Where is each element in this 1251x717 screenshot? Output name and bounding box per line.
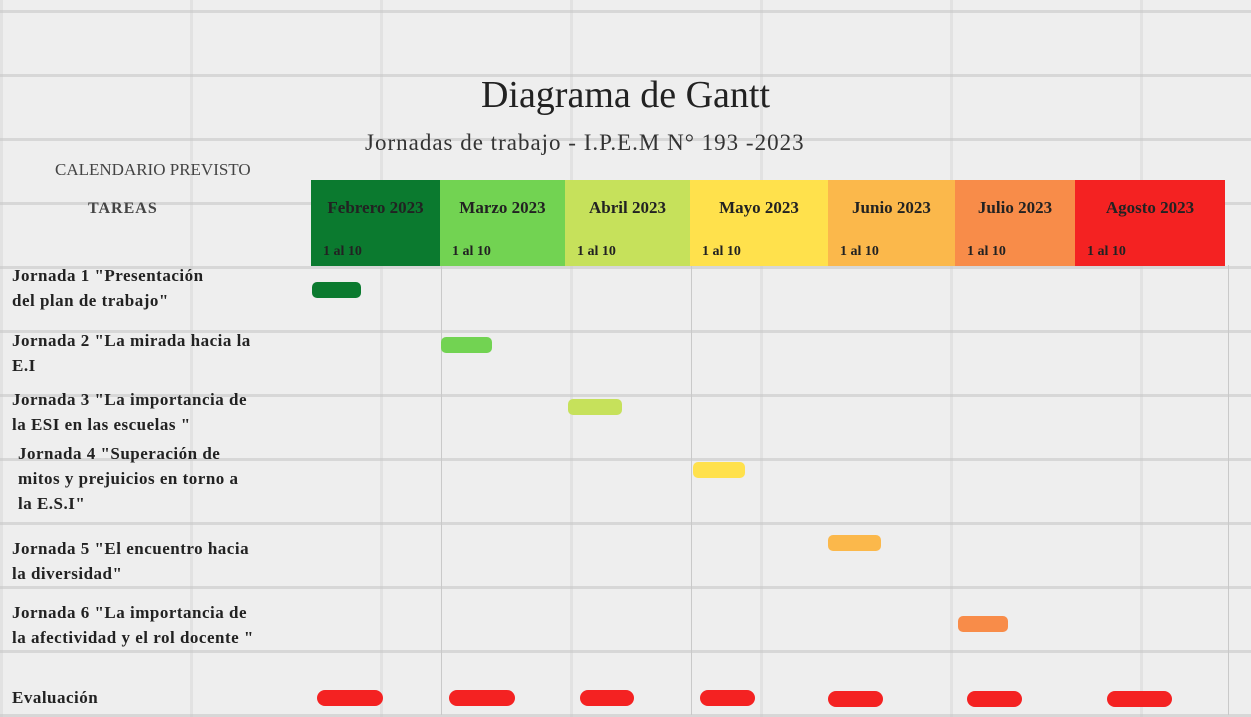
grid-line bbox=[441, 265, 442, 715]
eval-bar bbox=[449, 690, 515, 706]
month-name: Mayo 2023 bbox=[690, 198, 828, 218]
task-line: Evaluación bbox=[12, 685, 98, 710]
task-line: Jornada 4 "Superación de bbox=[18, 441, 239, 466]
eval-bar bbox=[1107, 691, 1172, 707]
month-range: 1 al 10 bbox=[967, 244, 1006, 260]
month-range: 1 al 10 bbox=[452, 244, 491, 260]
eval-bar bbox=[967, 691, 1022, 707]
month-name: Junio 2023 bbox=[828, 198, 955, 218]
task-line: mitos y prejuicios en torno a bbox=[18, 466, 239, 491]
task-line: E.I bbox=[12, 353, 251, 378]
month-header: Julio 2023 1 al 10 bbox=[955, 180, 1075, 266]
task-bar bbox=[312, 282, 361, 298]
grid-line bbox=[691, 265, 692, 715]
task-line: Jornada 1 "Presentación bbox=[12, 263, 204, 288]
month-range: 1 al 10 bbox=[1087, 244, 1126, 260]
eval-bar bbox=[700, 690, 755, 706]
task-line: la E.S.I" bbox=[18, 491, 239, 516]
task-line: la ESI en las escuelas " bbox=[12, 412, 247, 437]
month-header: Junio 2023 1 al 10 bbox=[828, 180, 955, 266]
subtitle: Jornadas de trabajo - I.P.E.M N° 193 -20… bbox=[365, 130, 805, 156]
month-range: 1 al 10 bbox=[577, 244, 616, 260]
month-header: Marzo 2023 1 al 10 bbox=[440, 180, 565, 266]
eval-bar bbox=[580, 690, 634, 706]
month-name: Agosto 2023 bbox=[1075, 198, 1225, 218]
task-bar bbox=[828, 535, 881, 551]
month-name: Febrero 2023 bbox=[311, 198, 440, 218]
task-bar bbox=[441, 337, 492, 353]
task-line: Jornada 5 "El encuentro hacia bbox=[12, 536, 249, 561]
task-bar bbox=[693, 462, 745, 478]
task-line: del plan de trabajo" bbox=[12, 288, 204, 313]
tasks-label: TAREAS bbox=[88, 200, 158, 218]
month-range: 1 al 10 bbox=[323, 244, 362, 260]
calendar-label: CALENDARIO PREVISTO bbox=[55, 160, 251, 180]
page: Diagrama de Gantt Jornadas de trabajo - … bbox=[0, 0, 1251, 717]
task-line: la afectividad y el rol docente " bbox=[12, 625, 254, 650]
month-name: Julio 2023 bbox=[955, 198, 1075, 218]
month-name: Marzo 2023 bbox=[440, 198, 565, 218]
month-header: Febrero 2023 1 al 10 bbox=[311, 180, 440, 266]
task-label: Evaluación bbox=[12, 685, 98, 710]
task-line: Jornada 2 "La mirada hacia la bbox=[12, 328, 251, 353]
month-range: 1 al 10 bbox=[840, 244, 879, 260]
title: Diagrama de Gantt bbox=[0, 73, 1251, 117]
task-line: Jornada 3 "La importancia de bbox=[12, 387, 247, 412]
month-header: Agosto 2023 1 al 10 bbox=[1075, 180, 1225, 266]
eval-bar bbox=[317, 690, 383, 706]
month-header: Mayo 2023 1 al 10 bbox=[690, 180, 828, 266]
eval-bar bbox=[828, 691, 883, 707]
task-bar bbox=[568, 399, 622, 415]
grid-line bbox=[1228, 265, 1229, 715]
month-header: Abril 2023 1 al 10 bbox=[565, 180, 690, 266]
task-bar bbox=[958, 616, 1008, 632]
task-line: la diversidad" bbox=[12, 561, 249, 586]
month-name: Abril 2023 bbox=[565, 198, 690, 218]
month-range: 1 al 10 bbox=[702, 244, 741, 260]
task-line: Jornada 6 "La importancia de bbox=[12, 600, 254, 625]
